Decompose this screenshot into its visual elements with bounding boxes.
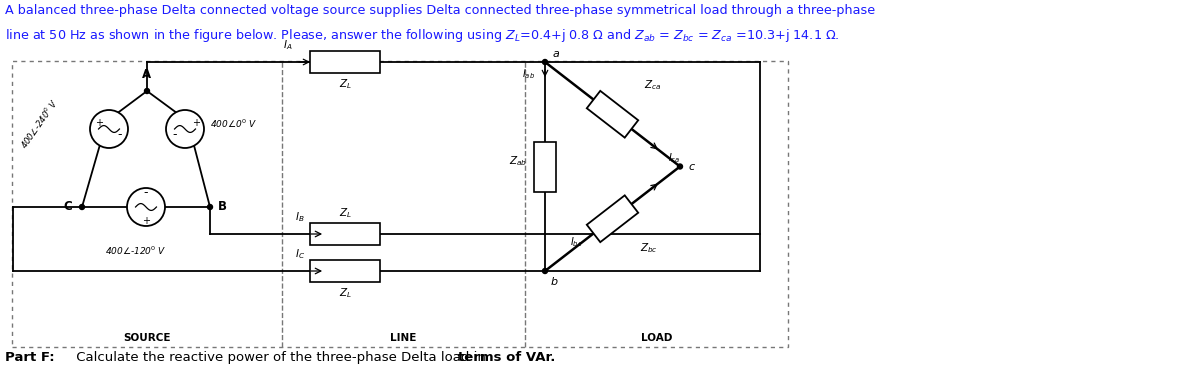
Text: B: B [218, 200, 227, 213]
Text: $Z_{bc}$: $Z_{bc}$ [641, 241, 659, 255]
Polygon shape [587, 91, 638, 138]
Text: c: c [688, 161, 694, 172]
Text: line at 50 Hz as shown in the figure below. Please, answer the following using $: line at 50 Hz as shown in the figure bel… [5, 27, 840, 44]
Circle shape [542, 60, 547, 64]
Text: $I_{ca}$: $I_{ca}$ [667, 151, 680, 165]
Text: +: + [192, 118, 199, 128]
Text: $Z_{ca}$: $Z_{ca}$ [644, 78, 662, 92]
Bar [534, 141, 556, 191]
Text: -: - [118, 128, 121, 141]
Circle shape [542, 268, 547, 274]
Bar [310, 260, 380, 282]
Text: C: C [64, 200, 72, 213]
Text: $I_A$: $I_A$ [283, 38, 293, 52]
Text: $Z_{ab}$: $Z_{ab}$ [509, 155, 527, 168]
Text: LINE: LINE [390, 333, 416, 343]
Text: Calculate the reactive power of the three-phase Delta load in: Calculate the reactive power of the thre… [72, 351, 490, 364]
Text: -: - [144, 186, 149, 199]
Text: $Z_L$: $Z_L$ [338, 286, 352, 300]
Text: $I_B$: $I_B$ [295, 210, 305, 224]
Circle shape [208, 205, 212, 210]
Text: +: + [95, 118, 102, 128]
Text: $I_{bc}$: $I_{bc}$ [570, 235, 583, 249]
Text: a: a [553, 49, 560, 59]
Text: 400$\angle$-120$^0$ V: 400$\angle$-120$^0$ V [106, 245, 167, 257]
Text: $I_C$: $I_C$ [295, 247, 305, 261]
Text: 400$\angle$0$^0$ V: 400$\angle$0$^0$ V [210, 118, 257, 130]
Text: SOURCE: SOURCE [124, 333, 170, 343]
Bar [310, 223, 380, 245]
Text: $I_{ab}$: $I_{ab}$ [522, 67, 535, 81]
Circle shape [678, 164, 683, 169]
Text: A: A [143, 68, 151, 81]
Circle shape [144, 89, 150, 94]
Text: 400$\angle$-240$^0$ V: 400$\angle$-240$^0$ V [18, 97, 61, 151]
Text: terms of VAr.: terms of VAr. [458, 351, 556, 364]
Polygon shape [587, 195, 638, 242]
Text: $Z_L$: $Z_L$ [338, 77, 352, 91]
Text: +: + [142, 216, 150, 226]
Text: b: b [551, 277, 558, 287]
Text: LOAD: LOAD [641, 333, 673, 343]
Text: -: - [173, 128, 176, 141]
Text: Part F:: Part F: [5, 351, 55, 364]
Text: $Z_L$: $Z_L$ [338, 206, 352, 220]
Bar [310, 51, 380, 73]
Text: A balanced three-phase Delta connected voltage source supplies Delta connected t: A balanced three-phase Delta connected v… [5, 4, 875, 17]
Circle shape [79, 205, 84, 210]
